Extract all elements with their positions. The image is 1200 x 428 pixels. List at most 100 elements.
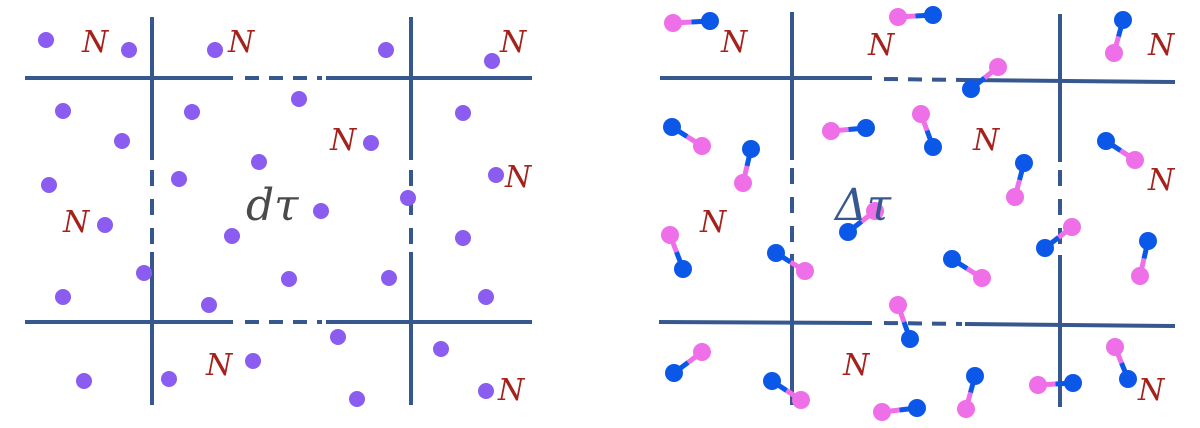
atom-blue (665, 364, 683, 382)
molecule (1131, 232, 1157, 285)
molecule (767, 244, 814, 280)
molecule (957, 367, 984, 418)
atom (488, 167, 504, 183)
atom (114, 133, 130, 149)
atom (433, 341, 449, 357)
atom-blue (742, 140, 760, 158)
particle-count-label: N (81, 25, 110, 60)
molecule (663, 118, 711, 155)
particle-count-label: N (227, 25, 256, 60)
atom (281, 271, 297, 287)
atom-blue (767, 244, 785, 262)
atom (484, 53, 500, 69)
molecule (889, 6, 942, 26)
particle-count-label: N (1137, 373, 1166, 408)
molecule (665, 343, 711, 382)
atom-blue (1139, 232, 1157, 250)
atom-blue (1119, 370, 1137, 388)
molecule (1097, 132, 1144, 169)
atom-pink (792, 391, 810, 409)
particle-count-label: N (720, 25, 749, 60)
atom (313, 203, 329, 219)
molecule (873, 399, 926, 421)
atom (207, 42, 223, 58)
molecule (734, 140, 760, 192)
atom-blue (924, 138, 942, 156)
atom (381, 270, 397, 286)
molecule (962, 58, 1007, 98)
atom (41, 177, 57, 193)
atom (38, 32, 54, 48)
volume-label-d-tau: dτ (246, 180, 299, 231)
atom (378, 42, 394, 58)
atom (291, 91, 307, 107)
atom-pink (957, 400, 975, 418)
atom-blue (1064, 374, 1082, 392)
atom-blue (857, 119, 875, 137)
atom-blue (1114, 11, 1132, 29)
atom-blue (901, 330, 919, 348)
grid-line (964, 78, 1176, 84)
atom-pink (661, 226, 679, 244)
atom-blue (966, 367, 984, 385)
particle-count-label: N (699, 205, 728, 240)
particle-count-label: N (62, 205, 91, 240)
atom-blue (1036, 239, 1054, 257)
atom (478, 383, 494, 399)
atom (136, 265, 152, 281)
particle-count-label: N (504, 160, 533, 195)
atom-pink (693, 137, 711, 155)
atom-pink (1106, 338, 1124, 356)
atom (349, 391, 365, 407)
atom (251, 154, 267, 170)
right-panel-molecules: N N N N N N N N (658, 6, 1176, 421)
atom-pink (822, 122, 840, 140)
atom-pink (1105, 44, 1123, 62)
atom-blue (701, 12, 719, 30)
atom-blue (943, 250, 961, 268)
grid-line-dashed (883, 77, 966, 82)
atom (55, 103, 71, 119)
molecule (912, 105, 942, 156)
molecule (943, 250, 991, 287)
particle-count-label: N (867, 28, 896, 63)
atom (201, 297, 217, 313)
atom-blue (839, 223, 857, 241)
atom (184, 104, 200, 120)
atom-blue (924, 6, 942, 24)
particle-count-label: N (1147, 163, 1176, 198)
atom-blue (763, 372, 781, 390)
atom (76, 373, 92, 389)
molecule (1105, 11, 1132, 62)
atom-pink (1131, 267, 1149, 285)
atom (161, 371, 177, 387)
atom-pink (889, 296, 907, 314)
atom (400, 190, 416, 206)
particle-count-label: N (497, 373, 526, 408)
atom (330, 329, 346, 345)
atom (455, 105, 471, 121)
molecule (889, 296, 919, 348)
molecule (763, 372, 810, 409)
atom-pink (973, 269, 991, 287)
molecule (1036, 218, 1081, 257)
atom-pink (873, 403, 891, 421)
atom (363, 135, 379, 151)
molecule (822, 119, 875, 140)
atom-blue (962, 80, 980, 98)
atom (455, 230, 471, 246)
atom-pink (734, 174, 752, 192)
atom-pink (664, 14, 682, 32)
atom-blue (1015, 154, 1033, 172)
atom-blue (674, 260, 692, 278)
left-panel-atoms: N N N N N N N N (25, 17, 533, 408)
atom (245, 353, 261, 369)
molecule (664, 12, 719, 32)
molecule (1006, 154, 1033, 206)
particle-count-label: N (499, 25, 528, 60)
grid-line (658, 320, 873, 325)
atom (121, 42, 137, 58)
molecule (839, 202, 884, 241)
atom-pink (912, 105, 930, 123)
molecule (661, 226, 692, 278)
